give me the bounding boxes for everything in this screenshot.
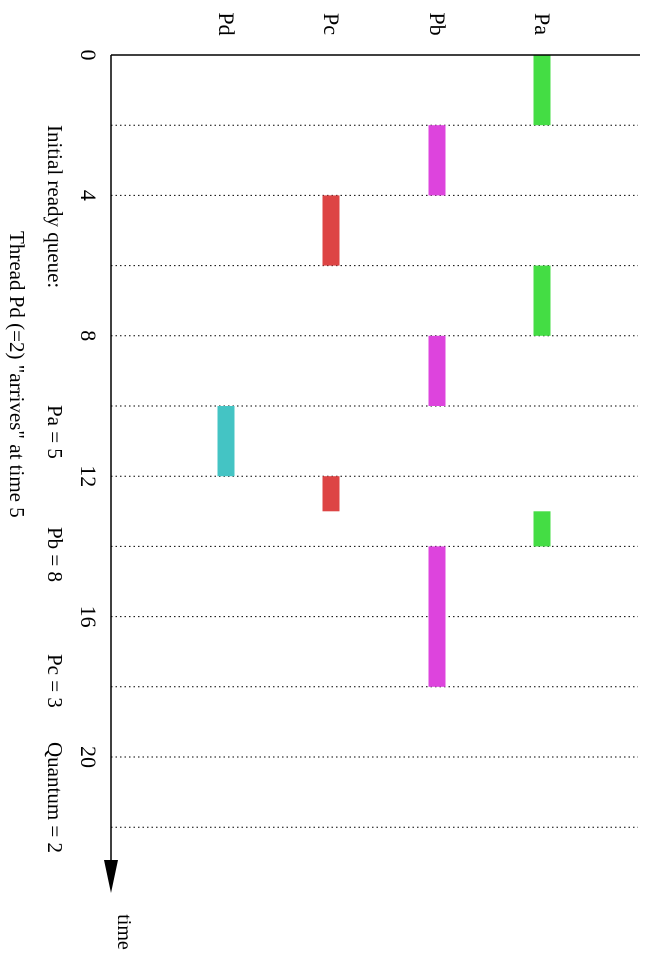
tick-label: 0 <box>76 50 101 61</box>
caption: Initial ready queue: Pa = 5 Pb = 8 Pc = … <box>5 125 67 853</box>
bar-pb <box>428 125 446 196</box>
caption-line2: Thread Pd (=2) "arrives" at time 5 <box>5 231 29 518</box>
tick-label: 8 <box>76 330 101 341</box>
caption-pc: Pc = 3 <box>43 654 67 708</box>
bar-pa <box>533 265 551 336</box>
tick-label: 20 <box>76 746 101 768</box>
bars <box>217 55 551 687</box>
bar-pa <box>533 55 551 126</box>
axis-label: time <box>113 914 135 950</box>
tick-label: 12 <box>76 465 101 487</box>
bar-pc <box>322 476 340 512</box>
thread-label-pa: Pa <box>530 13 555 35</box>
bar-pb <box>428 335 446 406</box>
bar-pb <box>428 546 446 687</box>
caption-pb: Pb = 8 <box>43 527 67 582</box>
caption-prefix: Initial ready queue: <box>43 125 67 288</box>
tick-label: 4 <box>76 190 101 201</box>
bar-pa <box>533 511 551 547</box>
tick-label: 16 <box>76 606 101 628</box>
caption-pa: Pa = 5 <box>43 405 67 459</box>
bar-pd <box>217 406 235 477</box>
thread-label-pb: Pb <box>425 12 450 35</box>
time-arrowhead <box>104 860 118 893</box>
thread-label-pd: Pd <box>214 12 239 35</box>
tick-labels: 0 4 8 12 16 20 <box>76 50 101 769</box>
caption-quantum: Quantum = 2 <box>43 742 67 853</box>
thread-labels: Pa Pb Pc Pd <box>214 12 555 35</box>
bar-pc <box>322 195 340 266</box>
gridlines <box>111 124 638 828</box>
thread-label-pc: Pc <box>319 13 344 35</box>
